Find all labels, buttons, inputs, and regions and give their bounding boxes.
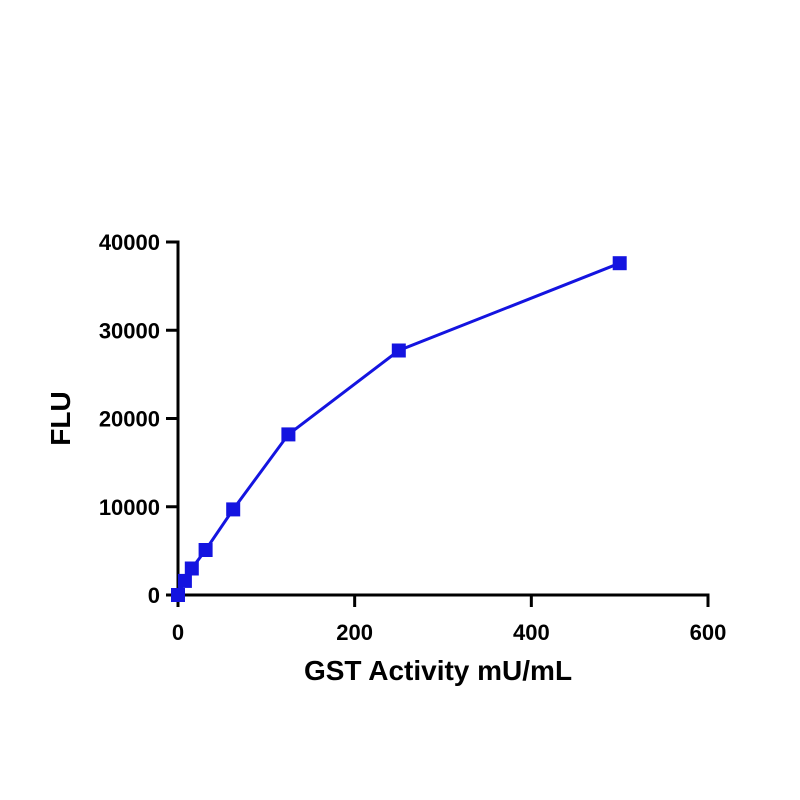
data-point (391, 343, 406, 358)
series-line (176, 261, 621, 596)
data-point (612, 256, 627, 271)
x-tick-label: 400 (513, 620, 550, 645)
data-point (198, 543, 213, 557)
y-tick-label: 40000 (99, 230, 160, 255)
data-point (184, 561, 199, 576)
axes (176, 240, 710, 597)
x-tick-label: 600 (690, 620, 727, 645)
x-tick-label: 0 (172, 620, 184, 645)
series-layer (171, 256, 627, 602)
data-point (281, 427, 296, 442)
data-point (171, 588, 185, 602)
x-tick-label: 200 (336, 620, 373, 645)
y-tick-label: 30000 (99, 318, 160, 343)
y-tick-label: 0 (148, 583, 160, 608)
y-tick-label: 10000 (99, 495, 160, 520)
y-axis-title: FLU (45, 391, 76, 445)
y-ticks: 0 10000 20000 30000 40000 (99, 230, 178, 608)
data-point (226, 502, 241, 517)
data-point (177, 573, 192, 588)
y-tick-label: 20000 (99, 407, 160, 432)
x-axis-title: GST Activity mU/mL (304, 655, 572, 686)
x-ticks: 0 200 400 600 (172, 595, 726, 645)
